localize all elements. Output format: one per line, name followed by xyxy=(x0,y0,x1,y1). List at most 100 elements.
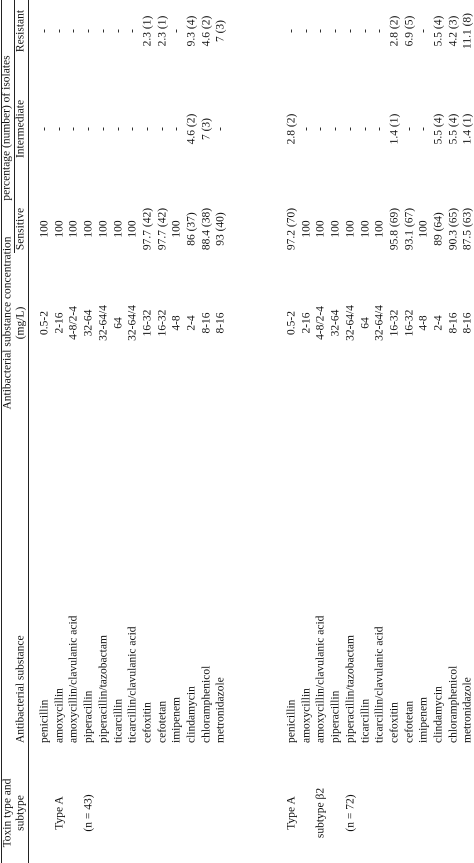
sensitive: 100 xyxy=(314,220,327,238)
resistant: - xyxy=(359,29,371,33)
substance: metronidazole xyxy=(461,677,474,743)
resistant: 5.5 (4) xyxy=(432,15,445,47)
substance: clindamycin xyxy=(432,686,445,743)
intermediate: - xyxy=(417,127,430,131)
resistant: 2.8 (2) xyxy=(388,15,401,47)
intermediate: - xyxy=(214,127,227,131)
concentration: 2-4 xyxy=(432,315,445,331)
sensitive: 93.1 (67) xyxy=(403,207,416,251)
resistant: 4.2 (3) xyxy=(447,15,460,47)
substance: cefoxitin xyxy=(388,702,401,743)
sensitive: 86 (37) xyxy=(185,212,198,246)
concentration: 16-32 xyxy=(388,309,401,337)
intermediate: 7 (3) xyxy=(200,117,213,141)
intermediate: - xyxy=(344,127,357,131)
sensitive: 100 xyxy=(359,220,371,238)
sensitive: 100 xyxy=(170,220,183,238)
sensitive: 88.4 (38) xyxy=(200,207,213,251)
intermediate: 1.4 (1) xyxy=(388,113,401,145)
sensitive: 90.3 (65) xyxy=(447,207,460,251)
resistant: - xyxy=(170,29,183,33)
sensitive: 100 xyxy=(82,220,95,238)
header-concentration: (mg/L) xyxy=(14,306,27,340)
toxin-type: subtype β2 xyxy=(314,787,327,839)
concentration: 0.5-2 xyxy=(38,311,51,335)
substance: chloramphenicol xyxy=(200,665,213,743)
resistant: - xyxy=(112,29,124,33)
concentration: 2-16 xyxy=(300,312,313,334)
substance: cefotetan xyxy=(156,700,169,743)
resistant: - xyxy=(38,29,51,33)
intermediate: - xyxy=(82,127,95,131)
intermediate: - xyxy=(300,127,313,131)
substance: piperacillin xyxy=(82,690,95,743)
concentration: 2-4 xyxy=(185,315,198,331)
intermediate: - xyxy=(53,127,66,131)
toxin-type: Type A xyxy=(53,796,66,830)
header-concentration: Antibacterial substance concentration xyxy=(1,236,14,410)
substance: ticarcillin xyxy=(112,698,124,743)
substance: amoxycillin/clavulanic acid xyxy=(314,615,327,743)
intermediate: - xyxy=(67,127,80,131)
sensitive: 89 (64) xyxy=(432,212,445,246)
sensitive: 100 xyxy=(126,220,139,238)
substance: imipenem xyxy=(170,697,183,743)
intermediate: 2.8 (2) xyxy=(285,113,298,145)
intermediate: - xyxy=(373,127,386,131)
resistant: - xyxy=(300,29,313,33)
sensitive: 100 xyxy=(344,220,357,238)
resistant: 2.3 (1) xyxy=(156,15,169,47)
substance: amoxycillin xyxy=(300,688,313,743)
intermediate: - xyxy=(314,127,327,131)
resistant: - xyxy=(67,29,80,33)
intermediate: 4.6 (2) xyxy=(185,113,198,145)
concentration: 8-16 xyxy=(200,312,213,334)
sensitive: 100 xyxy=(53,220,66,238)
substance: cefotetan xyxy=(403,700,416,743)
toxin-type: Type A xyxy=(285,796,298,830)
concentration: 4-8 xyxy=(170,315,183,331)
sensitive: 100 xyxy=(373,220,386,238)
concentration: 32-64/4 xyxy=(97,305,110,341)
concentration: 32-64 xyxy=(82,309,95,337)
concentration: 64 xyxy=(112,317,124,329)
intermediate: - xyxy=(359,127,371,131)
substance: amoxycillin xyxy=(53,688,66,743)
substance: ticarcillin/clavulanic acid xyxy=(373,626,386,743)
substance: ticarcillin xyxy=(359,698,371,743)
substance: piperacillin/tazobactam xyxy=(97,635,110,743)
sensitive: 100 xyxy=(329,220,342,238)
intermediate: - xyxy=(170,127,183,131)
substance: cefoxitin xyxy=(141,702,154,743)
intermediate: - xyxy=(329,127,342,131)
intermediate: 5.5 (4) xyxy=(432,113,445,145)
resistant: - xyxy=(97,29,110,33)
resistant: - xyxy=(344,29,357,33)
intermediate: 1.4 (1) xyxy=(461,113,474,145)
sensitive: 100 xyxy=(67,220,80,238)
concentration: 32-64/4 xyxy=(373,305,386,341)
concentration: 64 xyxy=(359,317,371,329)
concentration: 4-8 xyxy=(417,315,430,331)
resistant: 11.1 (8) xyxy=(461,13,474,49)
concentration: 16-32 xyxy=(141,309,154,337)
resistant: - xyxy=(126,29,139,33)
intermediate: - xyxy=(38,127,51,131)
resistant: 6.9 (5) xyxy=(403,15,416,47)
intermediate: - xyxy=(126,127,139,131)
header-resistant: Resistant xyxy=(14,9,27,53)
header-toxin: Toxin type and xyxy=(1,778,14,848)
resistant: - xyxy=(53,29,66,33)
resistant: - xyxy=(329,29,342,33)
resistant: - xyxy=(373,29,386,33)
concentration: 8-16 xyxy=(214,312,227,334)
resistant: - xyxy=(285,29,298,33)
intermediate: - xyxy=(403,127,416,131)
concentration: 32-64 xyxy=(329,309,342,337)
header-percentage: percentage (number) of isolates xyxy=(0,55,13,201)
resistant: - xyxy=(82,29,95,33)
concentration: 16-32 xyxy=(403,309,416,337)
substance: ticarcillin/clavulanic acid xyxy=(126,626,139,743)
